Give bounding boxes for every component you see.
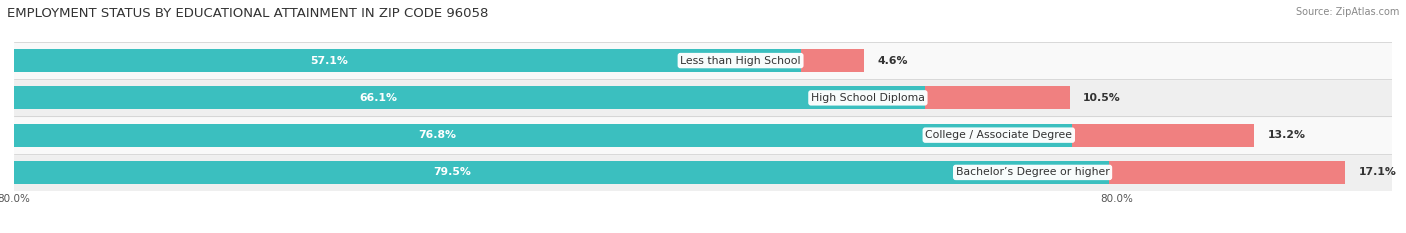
Text: Source: ZipAtlas.com: Source: ZipAtlas.com (1295, 7, 1399, 17)
Text: 4.6%: 4.6% (877, 56, 908, 65)
Text: EMPLOYMENT STATUS BY EDUCATIONAL ATTAINMENT IN ZIP CODE 96058: EMPLOYMENT STATUS BY EDUCATIONAL ATTAINM… (7, 7, 488, 20)
Text: High School Diploma: High School Diploma (811, 93, 925, 103)
Text: 17.1%: 17.1% (1358, 168, 1396, 177)
Bar (1109, 161, 1346, 184)
Bar (14, 79, 1392, 116)
Text: 66.1%: 66.1% (360, 93, 398, 103)
Bar (14, 86, 925, 110)
Text: Less than High School: Less than High School (681, 56, 801, 65)
Bar (925, 86, 1070, 110)
Text: 13.2%: 13.2% (1268, 130, 1306, 140)
Text: 76.8%: 76.8% (419, 130, 457, 140)
Bar (14, 123, 1073, 147)
Bar (14, 42, 1392, 79)
Text: College / Associate Degree: College / Associate Degree (925, 130, 1073, 140)
Bar (14, 154, 1392, 191)
Bar (14, 49, 801, 72)
Text: Bachelor’s Degree or higher: Bachelor’s Degree or higher (956, 168, 1109, 177)
Bar (14, 161, 1109, 184)
Bar (1073, 123, 1254, 147)
Text: 10.5%: 10.5% (1083, 93, 1121, 103)
Bar (801, 49, 865, 72)
Bar (14, 116, 1392, 154)
Text: 79.5%: 79.5% (433, 168, 471, 177)
Text: 57.1%: 57.1% (309, 56, 347, 65)
